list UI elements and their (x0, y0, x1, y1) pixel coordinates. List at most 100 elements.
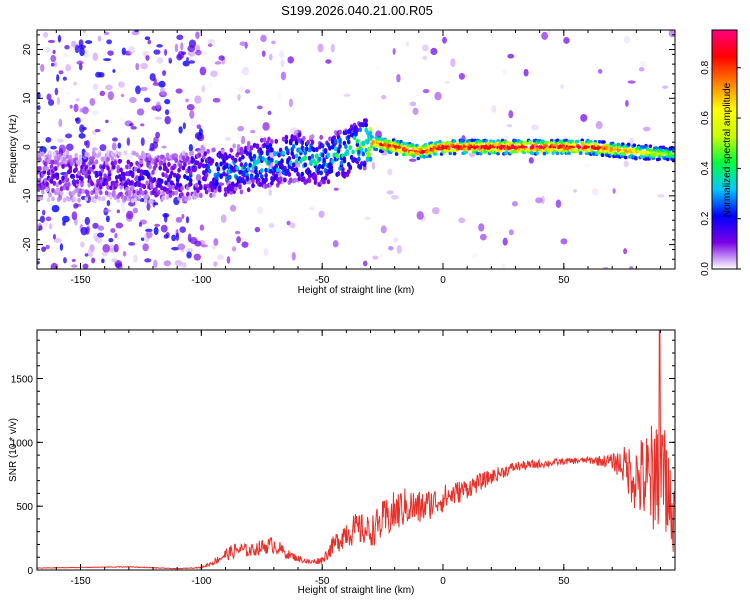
spectral-point (375, 143, 380, 148)
spectral-point (523, 68, 529, 77)
spectral-point (406, 41, 410, 47)
spectral-point (128, 241, 136, 246)
spectral-point (249, 156, 254, 162)
spectral-point (623, 155, 628, 160)
spectral-point (233, 186, 238, 192)
spectral-point (507, 53, 515, 59)
spectral-point (80, 226, 88, 236)
spectral-point (547, 30, 552, 37)
spectral-point (61, 164, 65, 170)
spectral-point (101, 251, 108, 257)
spectral-point (284, 134, 289, 140)
spectral-point (145, 180, 149, 186)
spectral-point (147, 39, 152, 45)
spectral-point (628, 266, 634, 269)
spectral-point (263, 247, 269, 257)
spectral-point (262, 122, 270, 131)
spectral-point (237, 132, 243, 141)
spectral-point (237, 125, 245, 132)
spectral-point (54, 166, 58, 172)
spectral-point (268, 142, 273, 148)
spectral-point (154, 223, 161, 227)
spectral-point (505, 150, 509, 155)
spectral-point (361, 140, 366, 146)
spectral-point (75, 179, 80, 185)
spectral-point (213, 261, 218, 267)
spectral-point (267, 156, 271, 162)
spectral-point (307, 169, 312, 175)
spectral-point (154, 162, 158, 168)
spectral-point (81, 106, 89, 115)
spectral-point (206, 148, 210, 154)
spectral-point (183, 162, 187, 168)
spectral-point (296, 171, 300, 177)
spectral-point (61, 215, 70, 223)
spectral-point (118, 116, 126, 126)
spectral-point (46, 197, 51, 203)
spectral-point (229, 147, 234, 153)
spectral-point (267, 160, 271, 166)
spectral-point (447, 146, 451, 151)
spectral-point (91, 164, 96, 170)
spectral-point (360, 161, 364, 167)
spectral-point (79, 47, 85, 57)
spectral-point (105, 119, 109, 124)
spectral-point (120, 93, 125, 97)
spectral-point (126, 210, 134, 220)
spectral-point (162, 70, 167, 76)
spectral-point (178, 163, 183, 169)
snr-x-axis-label: Height of straight line (km) (298, 585, 415, 596)
spectral-point (77, 170, 81, 176)
spectral-point (115, 222, 124, 229)
spectral-point (650, 149, 654, 153)
spectral-point (146, 172, 151, 178)
spectral-point (112, 164, 116, 170)
spectral-point (278, 176, 283, 182)
spectral-point (110, 228, 116, 233)
spectral-point (642, 150, 647, 155)
spectral-point (41, 189, 45, 195)
spectral-point (641, 145, 645, 149)
spectral-point (576, 139, 580, 144)
spectral-point (71, 211, 78, 221)
spectral-point (317, 43, 324, 53)
spectral-point (444, 80, 450, 85)
spectral-point (555, 199, 562, 208)
spectral-point (65, 149, 70, 155)
spectral-point (626, 142, 631, 147)
spectral-point (319, 134, 324, 140)
spectral-point (378, 146, 383, 150)
spectral-point (502, 237, 508, 246)
spectral-point (539, 145, 544, 149)
spectral-point (239, 146, 244, 152)
spectral-point (99, 90, 106, 97)
spectral-point (65, 91, 71, 96)
spectral-point (180, 185, 184, 191)
spectral-point (388, 246, 394, 251)
spectral-point (291, 144, 296, 150)
spectral-point (187, 195, 192, 201)
spectral-point (236, 147, 241, 153)
spectral-point (657, 157, 661, 161)
spectral-point (573, 189, 577, 193)
spectral-point (57, 138, 64, 143)
spectral-point (123, 196, 128, 202)
spectral-point (82, 30, 87, 34)
spectral-point (501, 262, 506, 269)
spectral-point (79, 108, 84, 113)
spectral-point (93, 83, 98, 91)
spectral-point (471, 252, 478, 258)
spectral-point (393, 237, 399, 243)
spectral-point (126, 171, 131, 177)
spectral-point (113, 194, 118, 200)
spectral-point (508, 229, 514, 236)
spectral-point (59, 186, 64, 192)
spectrogram-y-tick-label: 10 (22, 92, 33, 104)
spectral-point (248, 152, 252, 158)
spectral-point (289, 222, 296, 229)
snr-x-tick-label: 0 (440, 576, 446, 587)
spectral-point (665, 157, 670, 162)
spectral-point (52, 233, 56, 240)
spectral-point (130, 198, 135, 204)
spectral-point (396, 73, 401, 83)
